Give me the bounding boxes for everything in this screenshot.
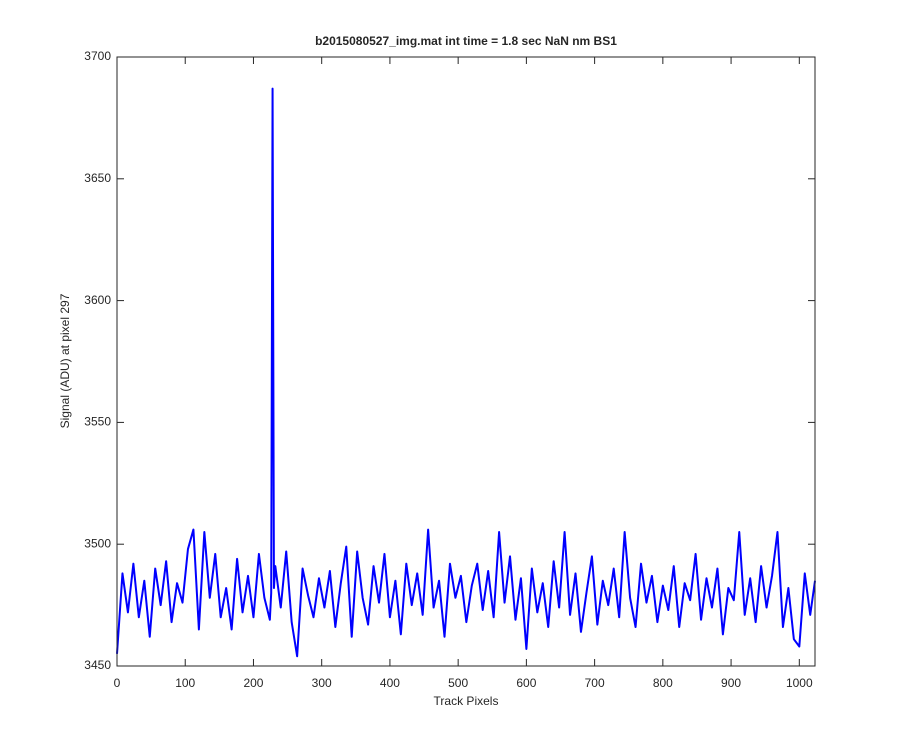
y-tick-label: 3550: [84, 415, 111, 429]
data-line: [116, 87, 816, 658]
x-tick-label: 200: [243, 676, 263, 690]
y-tick-label: 3450: [84, 658, 111, 672]
y-tick-label: 3700: [84, 49, 111, 63]
x-tick-label: 1000: [786, 676, 813, 690]
x-tick-label: 900: [721, 676, 741, 690]
x-axis-label: Track Pixels: [434, 694, 499, 708]
x-tick-label: 300: [312, 676, 332, 690]
x-tick-label: 500: [448, 676, 468, 690]
x-tick-label: 400: [380, 676, 400, 690]
plot-frame: [116, 56, 816, 667]
y-tick-label: 3500: [84, 536, 111, 550]
x-tick-label: 700: [585, 676, 605, 690]
x-tick-label: 100: [175, 676, 195, 690]
x-tick-label: 800: [653, 676, 673, 690]
x-tick-label: 600: [516, 676, 536, 690]
chart-title: b2015080527_img.mat int time = 1.8 sec N…: [315, 34, 617, 48]
x-tick-label: 0: [114, 676, 121, 690]
y-tick-label: 3600: [84, 293, 111, 307]
y-tick-label: 3650: [84, 171, 111, 185]
y-axis-label: Signal (ADU) at pixel 297: [58, 293, 72, 428]
